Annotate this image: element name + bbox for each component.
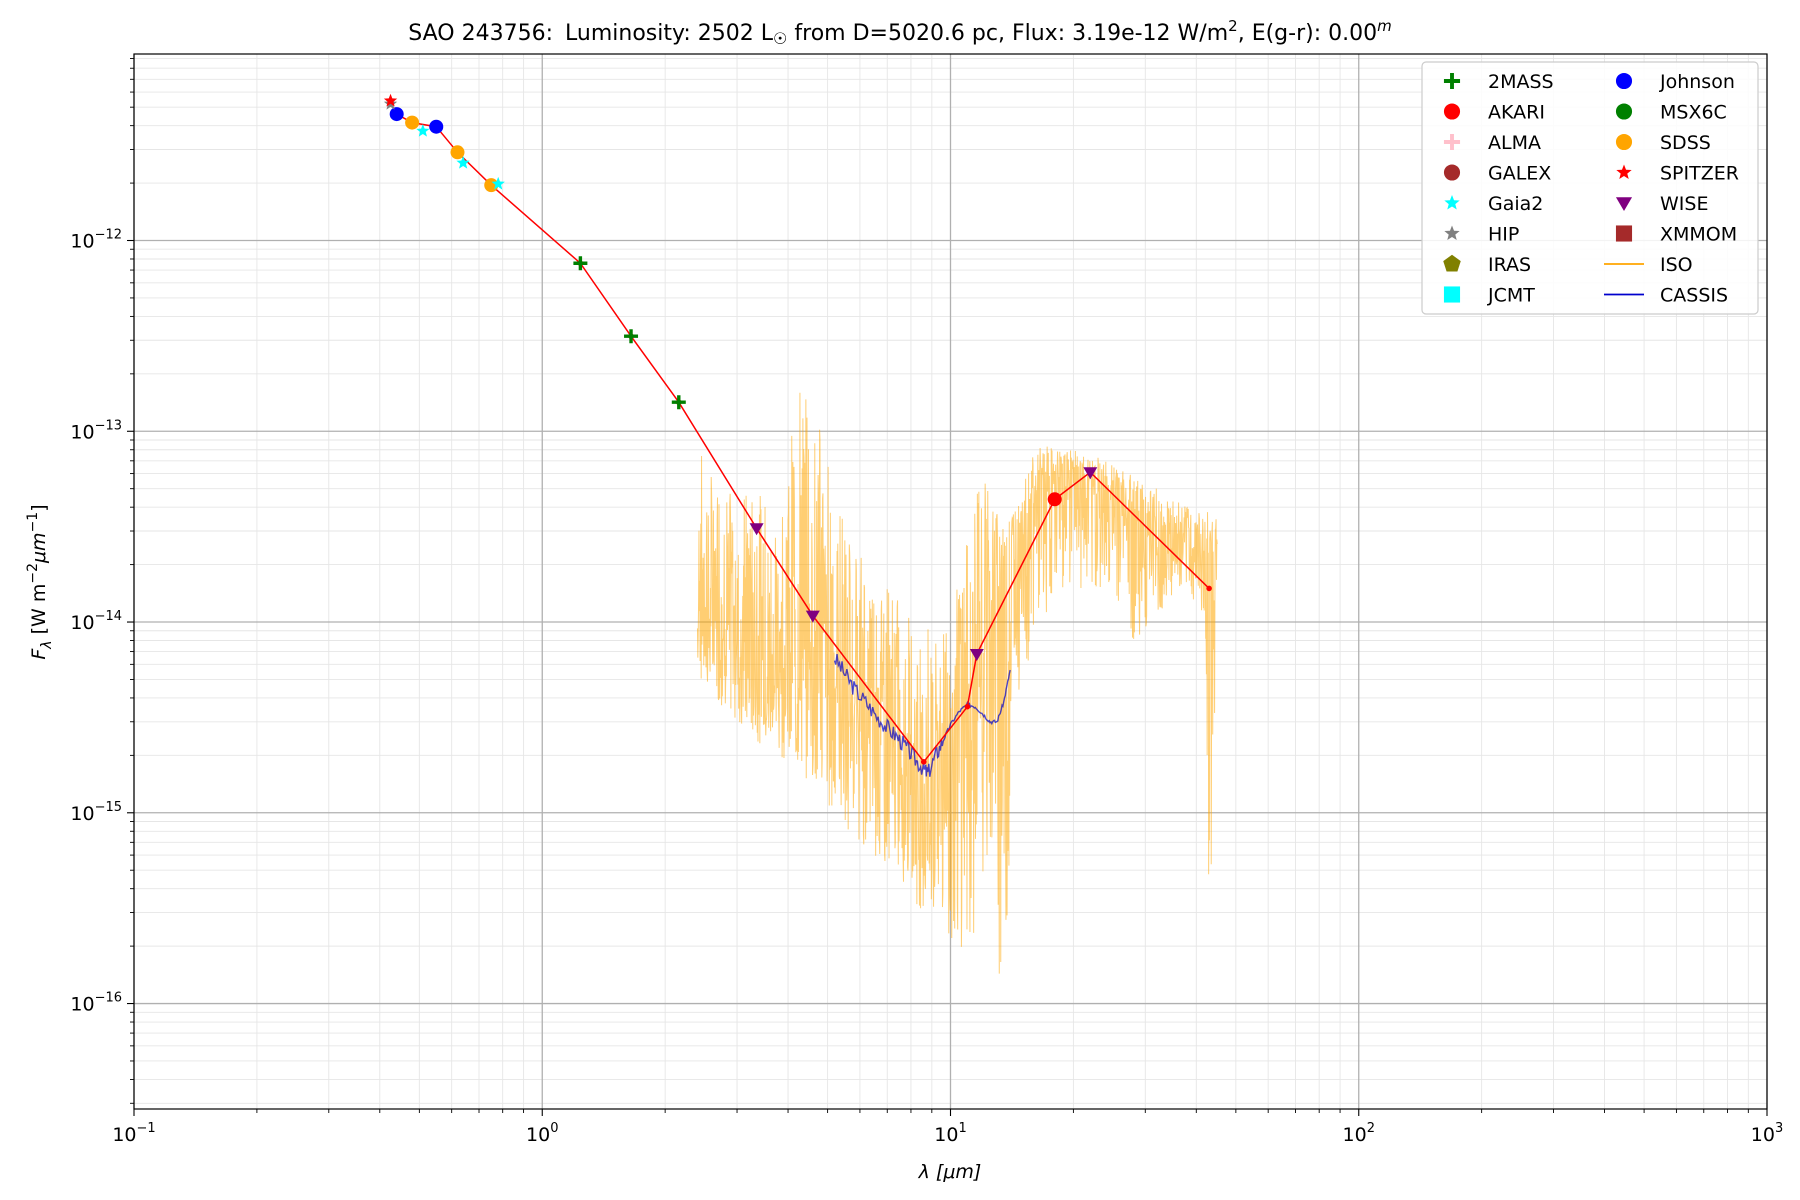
legend-swatch-jcmt xyxy=(1443,286,1461,303)
legend-swatch-iras xyxy=(1443,254,1461,272)
wise-point xyxy=(1083,467,1098,480)
sdss-point xyxy=(450,145,465,160)
johnson-point xyxy=(429,119,444,134)
2mass-point xyxy=(671,395,686,410)
legend-label-galex: GALEX xyxy=(1488,163,1551,185)
legend-label-hip: HIP xyxy=(1488,224,1519,246)
legend-swatch-gaia2 xyxy=(1444,194,1460,210)
legend-label-spitzer: SPITZER xyxy=(1660,163,1739,185)
legend-label-gaia2: Gaia2 xyxy=(1488,193,1543,215)
gaia2-point xyxy=(491,176,505,190)
sdss-point xyxy=(405,115,420,130)
sed-vertex-point xyxy=(1206,585,1212,592)
x-tick-label: 101 xyxy=(934,1121,966,1146)
y-tick-label: 10−12 xyxy=(70,228,122,253)
legend-label-iras: IRAS xyxy=(1488,254,1531,276)
chart-title: SAO 243756: Luminosity: 2502 L☉ from D=50… xyxy=(408,17,1391,48)
legend-label-cassis: CASSIS xyxy=(1660,285,1728,307)
sed-vertex-point xyxy=(920,759,927,765)
sed-vertex-point xyxy=(964,703,971,710)
y-tick-label: 10−15 xyxy=(70,800,122,825)
y-tick-labels: 10−16 10−15 10−14 10−13 10−12 xyxy=(70,228,122,1016)
x-tick-label: 103 xyxy=(1751,1121,1783,1146)
legend-swatch-msx6c xyxy=(1615,103,1633,120)
legend-swatch-2mass xyxy=(1443,72,1461,90)
2mass-point xyxy=(573,256,588,271)
legend-label-xmmom: XMMOM xyxy=(1660,224,1737,246)
x-tick-label: 102 xyxy=(1343,1121,1375,1146)
legend-label-akari: AKARI xyxy=(1488,102,1545,124)
wise-point xyxy=(805,610,820,623)
johnson-point xyxy=(389,107,404,122)
legend-swatch-johnson xyxy=(1615,72,1633,90)
y-tick-label: 10−14 xyxy=(70,609,122,634)
x-tick-labels: 10−1 100 101 102 103 xyxy=(112,1121,1783,1146)
x-tick-label: 100 xyxy=(526,1121,558,1146)
wise-point xyxy=(749,523,764,536)
iso-spectrum-line xyxy=(696,392,1218,974)
y-tick-label: 10−16 xyxy=(70,991,122,1016)
2mass-point xyxy=(624,329,639,344)
legend-box xyxy=(1421,61,1759,315)
sed-model-line xyxy=(396,113,1210,764)
legend-swatch-hip xyxy=(1444,225,1460,241)
x-tick-label: 10−1 xyxy=(112,1121,155,1146)
cassis-spectrum-line xyxy=(833,654,1011,777)
legend-label-2mass: 2MASS xyxy=(1488,71,1554,93)
legend-swatch-sdss xyxy=(1615,133,1633,151)
legend-swatch-alma xyxy=(1443,133,1461,151)
x-axis-label: λ [μm] xyxy=(918,1161,982,1183)
legend-label-iso: ISO xyxy=(1660,254,1693,276)
axis-ticks xyxy=(127,58,1768,1116)
legend-swatch-spitzer xyxy=(1616,164,1632,180)
legend-swatch-xmmom xyxy=(1615,225,1633,242)
y-tick-label: 10−13 xyxy=(70,418,122,443)
legend-swatch-wise xyxy=(1615,197,1633,212)
wise-point xyxy=(969,648,984,661)
legend-label-alma: ALMA xyxy=(1488,132,1541,154)
spitzer-point xyxy=(383,93,398,107)
legend-label-sdss: SDSS xyxy=(1660,132,1711,154)
legend-label-jcmt: JCMT xyxy=(1487,285,1535,307)
plot-data xyxy=(383,93,1218,974)
legend-label-msx6c: MSX6C xyxy=(1660,102,1727,124)
legend-label-wise: WISE xyxy=(1660,193,1708,215)
legend-label-johnson: Johnson xyxy=(1659,71,1735,93)
legend-swatch-akari xyxy=(1443,103,1461,120)
legend-swatch-galex xyxy=(1443,164,1461,181)
gaia2-point xyxy=(456,155,470,169)
gaia2-point xyxy=(416,124,430,137)
akari-point xyxy=(1047,492,1062,507)
y-axis-label: Fλ[W m−2μm−1] xyxy=(25,504,55,659)
legend: 2MASS AKARI ALMA GALEX Gaia2 HIP IRAS JCMT Johns… xyxy=(1421,61,1759,315)
